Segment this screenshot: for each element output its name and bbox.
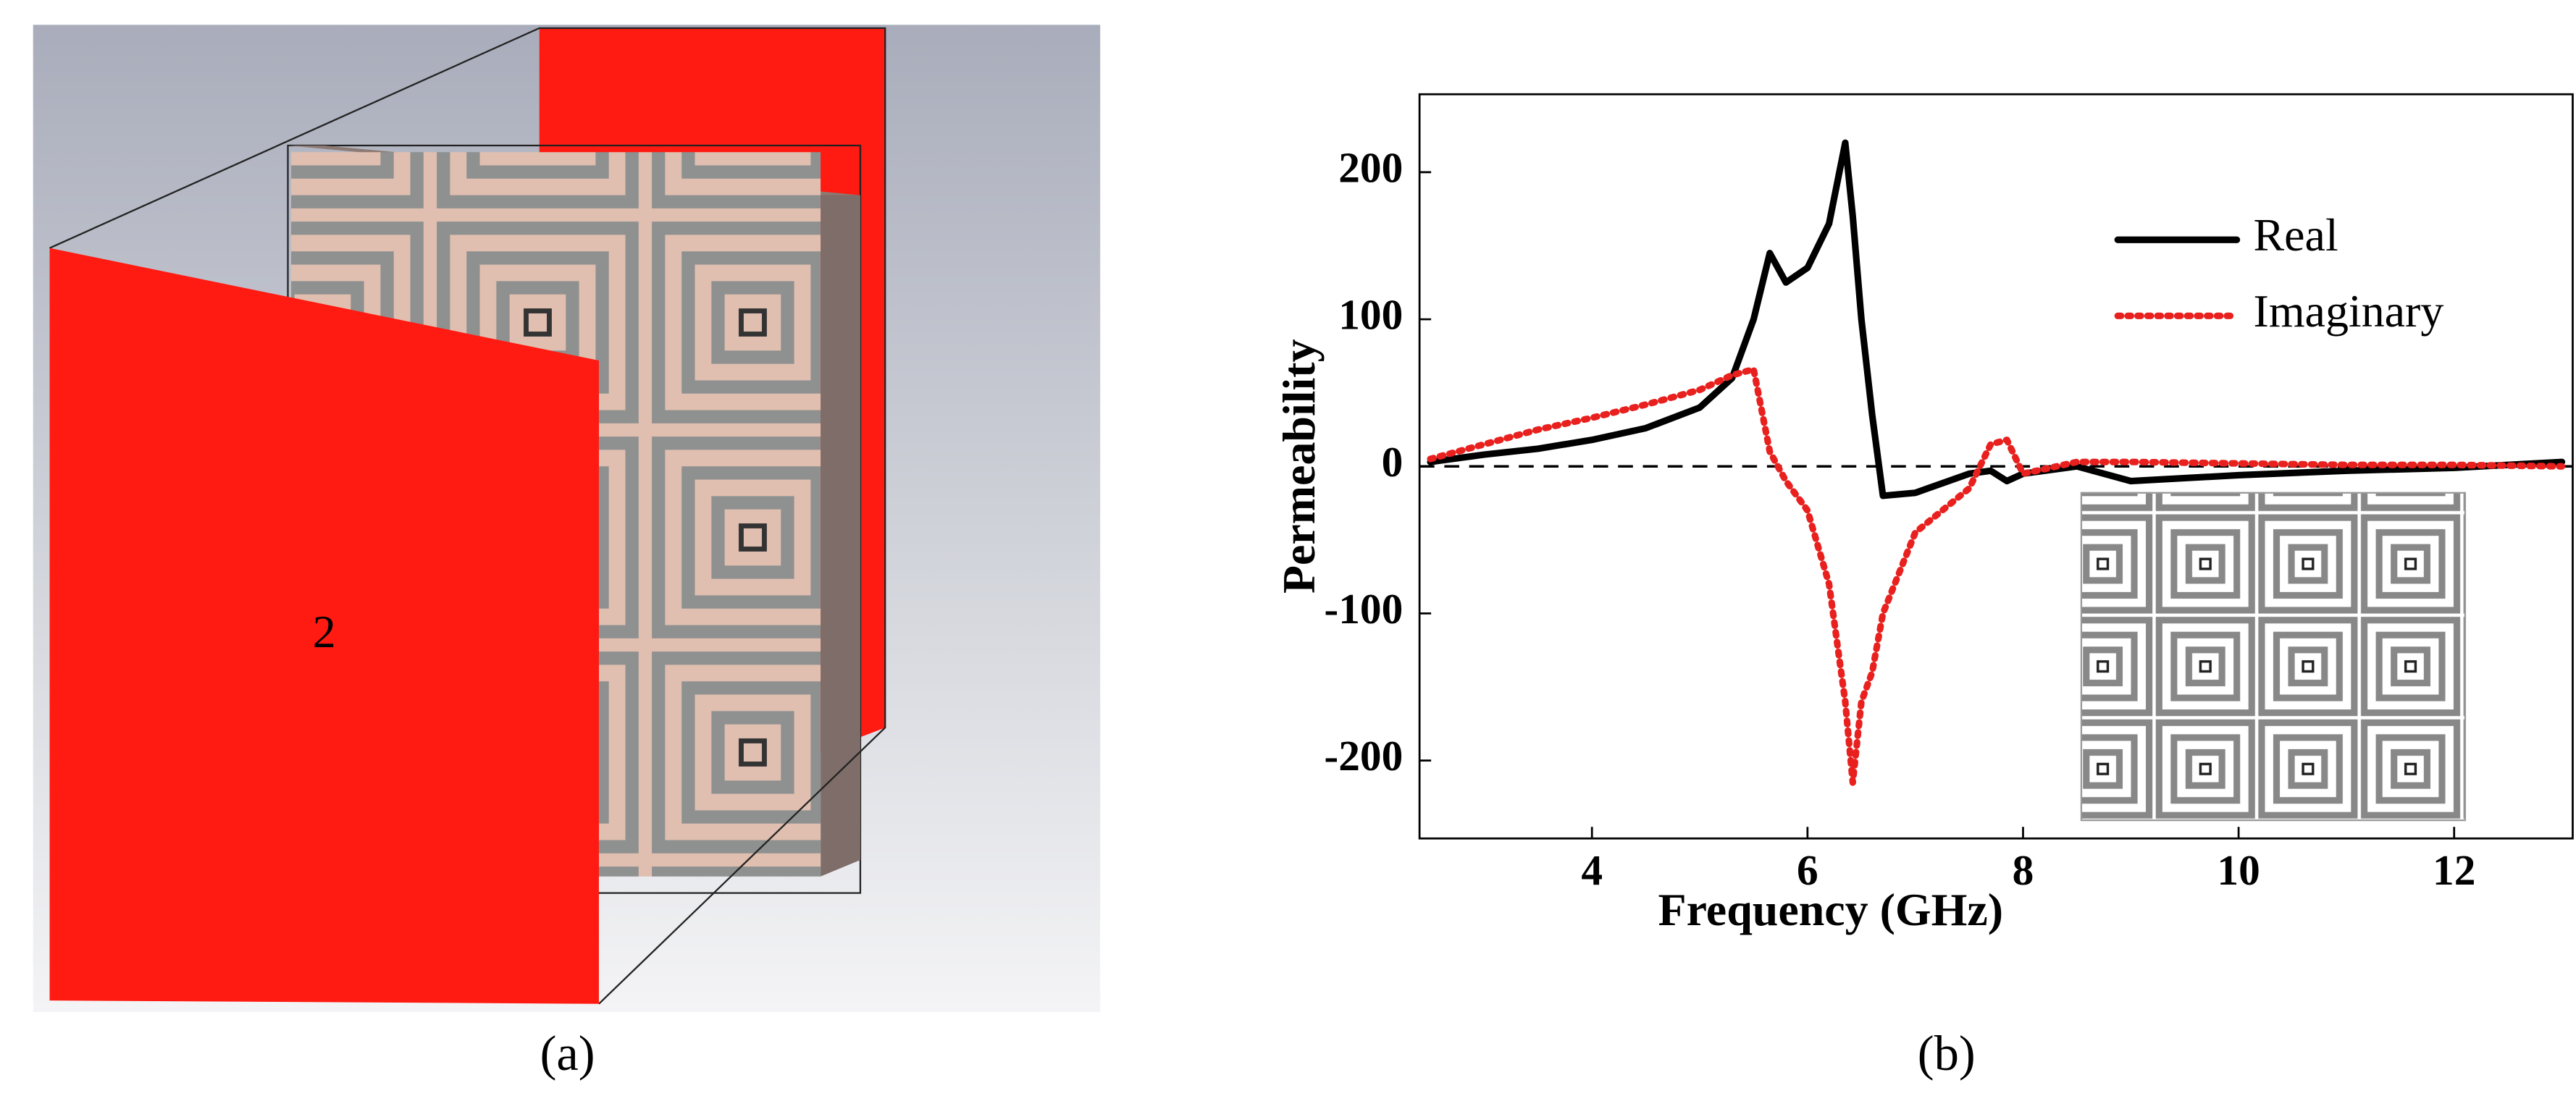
- series-line: [1427, 366, 2566, 786]
- series-line: [1427, 139, 2566, 499]
- y-tick-label: 100: [1338, 291, 1403, 339]
- x-tick-label: 6: [1797, 846, 1818, 894]
- caption: (a): [540, 1026, 595, 1081]
- y-tick-label: 200: [1338, 144, 1403, 192]
- chart: -200 -100 0 100 200 4 6 8 10 12 Frequency (GHz) Per…: [1273, 93, 2574, 1081]
- port-plane-front: [49, 248, 599, 1004]
- x-tick-label: 12: [2433, 846, 2475, 894]
- box-edge: [49, 27, 886, 1005]
- port-label: 2: [313, 606, 336, 657]
- legend-label: Imaginary: [2254, 285, 2444, 337]
- y-axis-label: Permeability: [1273, 339, 1325, 594]
- slab-side: [821, 195, 860, 877]
- y-tick-label: -200: [1324, 732, 1403, 780]
- caption: (b): [1918, 1026, 1976, 1081]
- x-tick-label: 4: [1581, 846, 1603, 894]
- inset-unit-cells: [2080, 492, 2467, 822]
- y-tick-label: -100: [1324, 585, 1403, 633]
- y-tick-label: 0: [1382, 438, 1404, 486]
- legend-label: Real: [2254, 209, 2338, 261]
- x-axis-label: Frequency (GHz): [1658, 884, 2004, 935]
- x-tick-label: 8: [2013, 846, 2034, 894]
- x-tick-label: 10: [2217, 846, 2260, 894]
